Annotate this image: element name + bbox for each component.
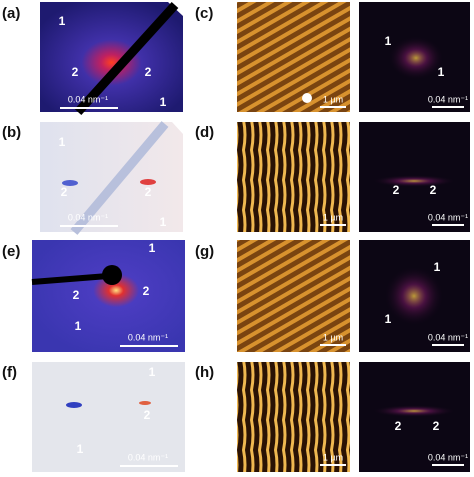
panel-label: (h)	[195, 364, 214, 381]
spot	[62, 180, 78, 186]
spot-label: 2	[143, 284, 150, 298]
scale-label: 0.04 nm⁻¹	[428, 452, 468, 462]
spot-label: 2	[393, 183, 400, 197]
difference-image	[32, 362, 185, 472]
scale-label: 0.04 nm⁻¹	[128, 332, 168, 342]
spot-label: 2	[144, 408, 151, 422]
spot-label: 1	[77, 442, 84, 456]
fft-spot	[388, 36, 444, 80]
spot-label: 1	[149, 365, 156, 379]
afm-image	[237, 240, 350, 352]
spot	[66, 402, 82, 408]
scale-label: 0.04 nm⁻¹	[428, 94, 468, 104]
spot-label: 2	[145, 65, 152, 79]
spot-label: 1	[160, 95, 167, 109]
spot-label: 2	[430, 183, 437, 197]
panel-label: (g)	[195, 243, 214, 260]
panel-label: (a)	[2, 5, 20, 22]
scale-label: 0.04 nm⁻¹	[68, 94, 108, 104]
images	[31, 1, 470, 472]
spot-label: 1	[59, 135, 66, 149]
diffraction-image	[32, 240, 185, 352]
particle	[302, 93, 312, 103]
beam-stop	[74, 1, 179, 116]
spot-label: 1	[385, 312, 392, 326]
fft-spot	[372, 405, 456, 417]
beam-stop	[31, 273, 109, 285]
spot	[140, 179, 156, 185]
spot-label: 2	[61, 185, 68, 199]
scale-label: 0.04 nm⁻¹	[128, 452, 168, 462]
beam-stop	[70, 121, 169, 235]
panel-label: (d)	[195, 124, 214, 141]
scale-label: 0.04 nm⁻¹	[428, 212, 468, 222]
spot	[139, 401, 151, 405]
fft-image	[359, 362, 470, 472]
spot-label: 1	[385, 34, 392, 48]
afm-image	[237, 122, 350, 232]
scale-label: 1 µm	[323, 452, 343, 462]
afm-image	[237, 362, 350, 472]
fft-spot	[384, 266, 444, 326]
spot-label: 1	[75, 319, 82, 333]
spot-label: 2	[72, 65, 79, 79]
spot-label: 1	[434, 260, 441, 274]
scale-label: 1 µm	[323, 94, 343, 104]
spot-label: 2	[145, 185, 152, 199]
spot-label: 1	[149, 241, 156, 255]
scale-label: 1 µm	[323, 212, 343, 222]
panel-label: (f)	[2, 364, 17, 381]
spot-label: 1	[160, 215, 167, 229]
scale-label: 1 µm	[323, 332, 343, 342]
beam-stop-disc	[102, 265, 122, 285]
scale-label: 0.04 nm⁻¹	[68, 212, 108, 222]
spot-label: 1	[438, 65, 445, 79]
panel-label: (b)	[2, 124, 21, 141]
panel-label: (e)	[2, 243, 20, 260]
panel-label: (c)	[195, 5, 213, 22]
spot-label: 2	[73, 288, 80, 302]
afm-image	[237, 2, 350, 112]
scale-label: 0.04 nm⁻¹	[428, 332, 468, 342]
spot-label: 2	[395, 419, 402, 433]
spot-label: 1	[59, 14, 66, 28]
fft-spot	[372, 175, 456, 187]
spot-label: 2	[433, 419, 440, 433]
